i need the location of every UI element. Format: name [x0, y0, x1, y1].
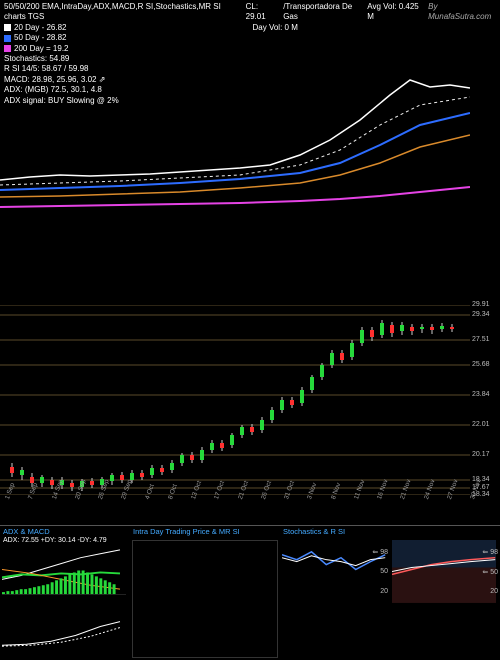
avg-vol: Avg Vol: 0.425 M — [367, 2, 422, 23]
cl-value: CL: 29.01 — [246, 2, 278, 23]
credit: By MunafaSutra.com — [428, 2, 496, 23]
indicators-list: 50/50/200 EMA,IntraDay,ADX,MACD,R SI,Sto… — [4, 2, 240, 23]
panel-title — [390, 526, 500, 528]
panel-title: Stochastics & R SI — [280, 526, 390, 537]
intraday-panel: Intra Day Trading Price & MR SI — [130, 525, 280, 660]
rsi-panel: ⇐ 98⇐ 5020 — [390, 525, 500, 660]
ticker-desc: /Transportadora De Gas — [283, 2, 361, 23]
panel-title: Intra Day Trading Price & MR SI — [130, 526, 280, 537]
candlestick-chart — [0, 305, 470, 495]
moving-average-chart — [0, 25, 470, 225]
panel-title: ADX & MACD — [0, 526, 130, 537]
stochastics-panel: Stochastics & R SI⇐ 985020 — [280, 525, 390, 660]
indicator-panels: ADX & MACDADX: 72.55 +DY: 30.14 -DY: 4.7… — [0, 525, 500, 660]
adx-macd-panel: ADX & MACDADX: 72.55 +DY: 30.14 -DY: 4.7… — [0, 525, 130, 660]
price-axis: 29.9129.3427.5125.6823.8422.0120.1718.34… — [472, 305, 500, 495]
date-axis: 1 Sep7 Sep14 Sep20 Sep26 Sep29 Sep4 Oct8… — [4, 498, 470, 523]
